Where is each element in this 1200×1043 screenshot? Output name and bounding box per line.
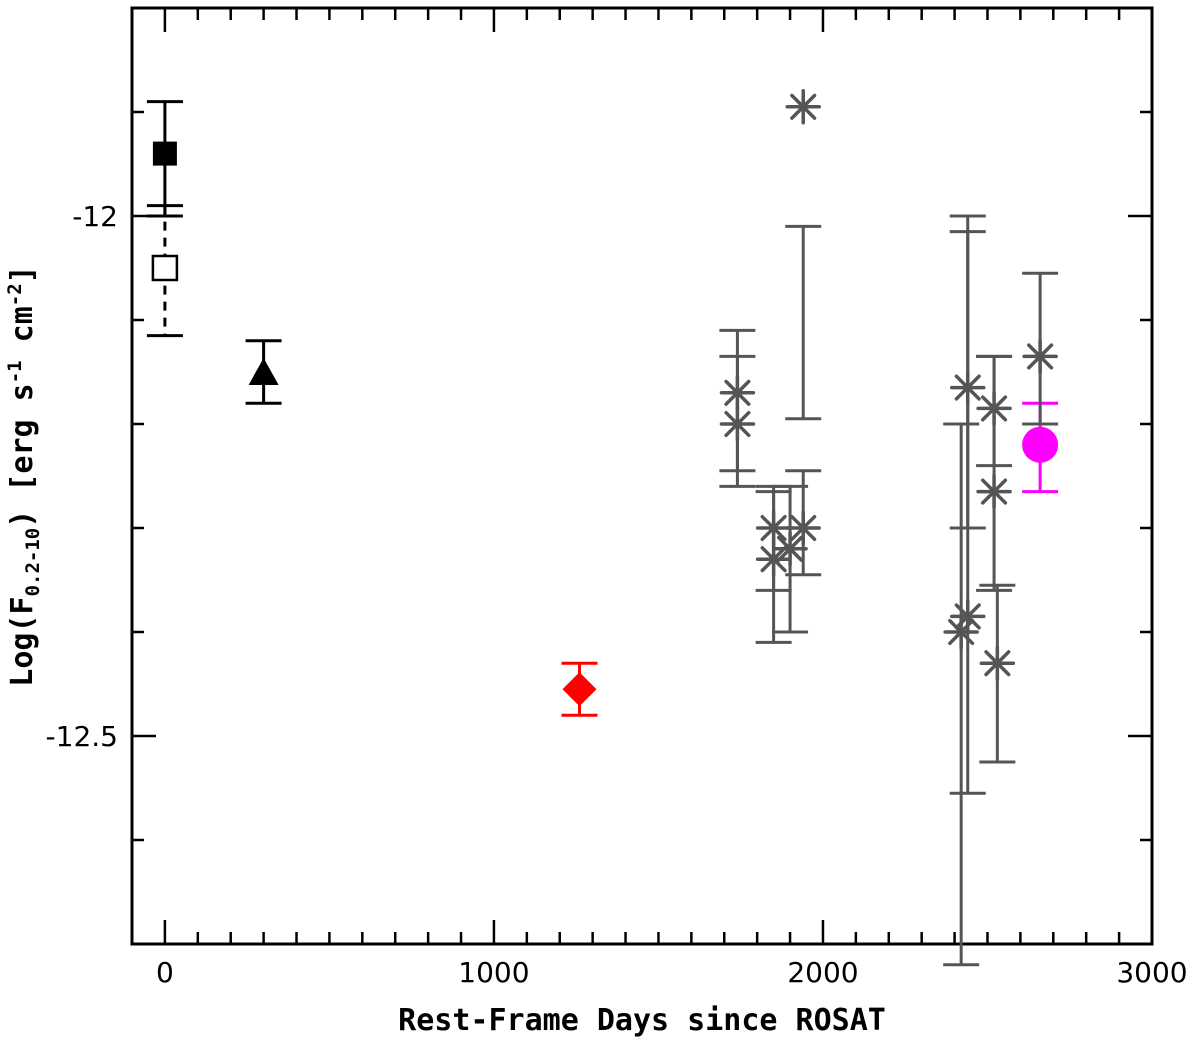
data-point xyxy=(949,369,986,406)
data-point xyxy=(785,89,821,125)
y-axis-label-sup2: -2 xyxy=(4,283,26,306)
y-axis-label: Log(F0.2-10) [erg s-1 cm-2] xyxy=(4,265,44,686)
asterisk-stroke xyxy=(954,374,981,401)
asterisk-stroke xyxy=(790,93,817,120)
asterisk-stroke xyxy=(760,546,787,573)
axis-ticks xyxy=(132,6,1154,946)
asterisk-stroke xyxy=(777,535,804,562)
asterisk-stroke xyxy=(1027,343,1054,370)
y-tick-label: -12.5 xyxy=(46,720,118,753)
asterisk-stroke xyxy=(954,603,981,630)
y-tick-label: -12 xyxy=(72,200,118,233)
x-axis-label: Rest-Frame Days since ROSAT xyxy=(398,1003,886,1038)
y-axis-label-sup1: -1 xyxy=(4,360,26,383)
data-marks xyxy=(146,89,1059,967)
x-tick-label: 3000 xyxy=(1116,956,1187,989)
data-point xyxy=(719,406,756,442)
tick-labels: 0 1000 2000 3000 -12 -12.5 xyxy=(46,200,1188,989)
plot-frame xyxy=(130,6,1154,946)
data-point xyxy=(949,598,986,635)
y-axis-label-mid: ) [erg s xyxy=(5,383,40,528)
asterisk-stroke xyxy=(981,478,1008,505)
data-point xyxy=(785,510,821,546)
y-axis-label-prefix: Log(F xyxy=(5,596,40,686)
asterisk-stroke xyxy=(984,650,1011,677)
x-tick-label: 1000 xyxy=(458,956,529,989)
data-point xyxy=(248,358,279,385)
data-point xyxy=(152,141,177,166)
x-tick-label: 2000 xyxy=(787,956,858,989)
data-point xyxy=(562,672,597,707)
asterisk-stroke xyxy=(790,514,817,542)
data-point xyxy=(1022,338,1058,375)
data-point xyxy=(1022,426,1059,463)
y-axis-label-mid2: cm xyxy=(5,306,40,360)
y-axis-label-suffix: ] xyxy=(5,265,40,283)
asterisk-stroke xyxy=(724,410,751,438)
data-point xyxy=(772,531,808,567)
data-point xyxy=(976,473,1012,510)
x-tick-label: 0 xyxy=(156,956,174,989)
y-axis-label-sub: 0.2-10 xyxy=(22,528,44,597)
data-point xyxy=(979,645,1016,681)
data-point xyxy=(151,254,179,282)
